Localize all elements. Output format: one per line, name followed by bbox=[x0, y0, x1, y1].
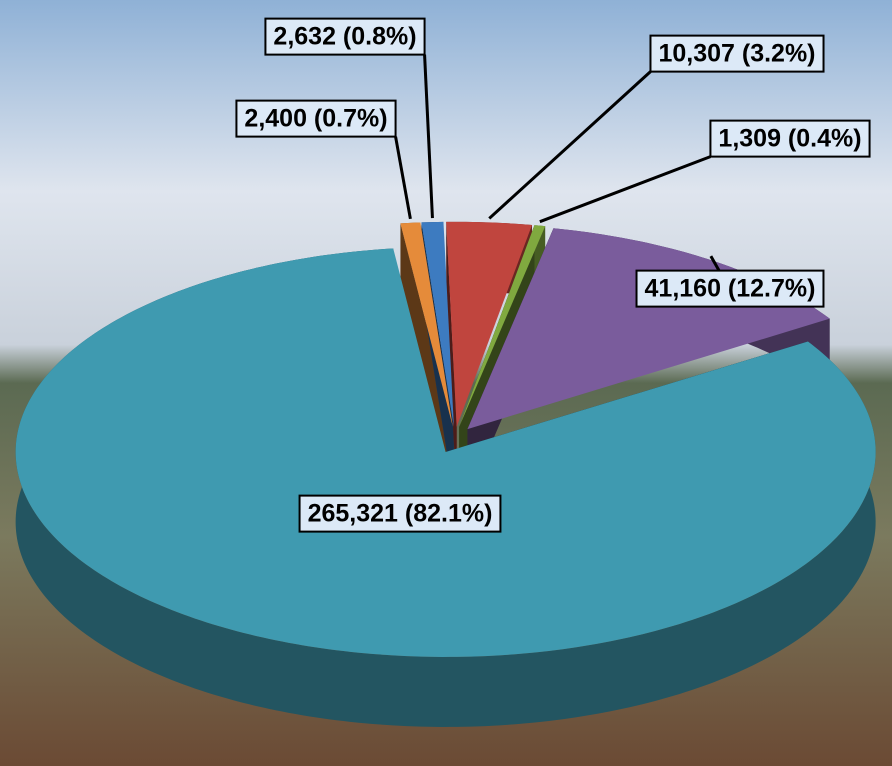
label-box bbox=[264, 17, 426, 56]
pie-slice bbox=[446, 221, 532, 427]
pie-slice bbox=[459, 225, 546, 428]
data-label: 1,309 (0.4%) bbox=[718, 125, 861, 153]
pie-slice bbox=[421, 221, 454, 427]
data-label: 2,632 (0.8%) bbox=[273, 23, 416, 51]
slice-edge bbox=[446, 221, 457, 497]
leader-line bbox=[488, 70, 652, 220]
label-box bbox=[649, 34, 825, 73]
label-box bbox=[235, 99, 397, 138]
data-label: 265,321 (82.1%) bbox=[308, 500, 493, 528]
label-box bbox=[709, 119, 871, 158]
leader-line bbox=[394, 136, 412, 220]
data-label: 10,307 (3.2%) bbox=[658, 40, 815, 68]
leader-line bbox=[539, 155, 711, 224]
pie-slice bbox=[15, 248, 876, 657]
label-box bbox=[298, 494, 502, 533]
data-label: 41,160 (12.7%) bbox=[645, 275, 816, 303]
slice-edge bbox=[400, 223, 453, 497]
data-label: 2,400 (0.7%) bbox=[244, 105, 387, 133]
label-box bbox=[635, 269, 825, 308]
pie-slice bbox=[400, 222, 453, 427]
leader-line bbox=[423, 54, 434, 219]
